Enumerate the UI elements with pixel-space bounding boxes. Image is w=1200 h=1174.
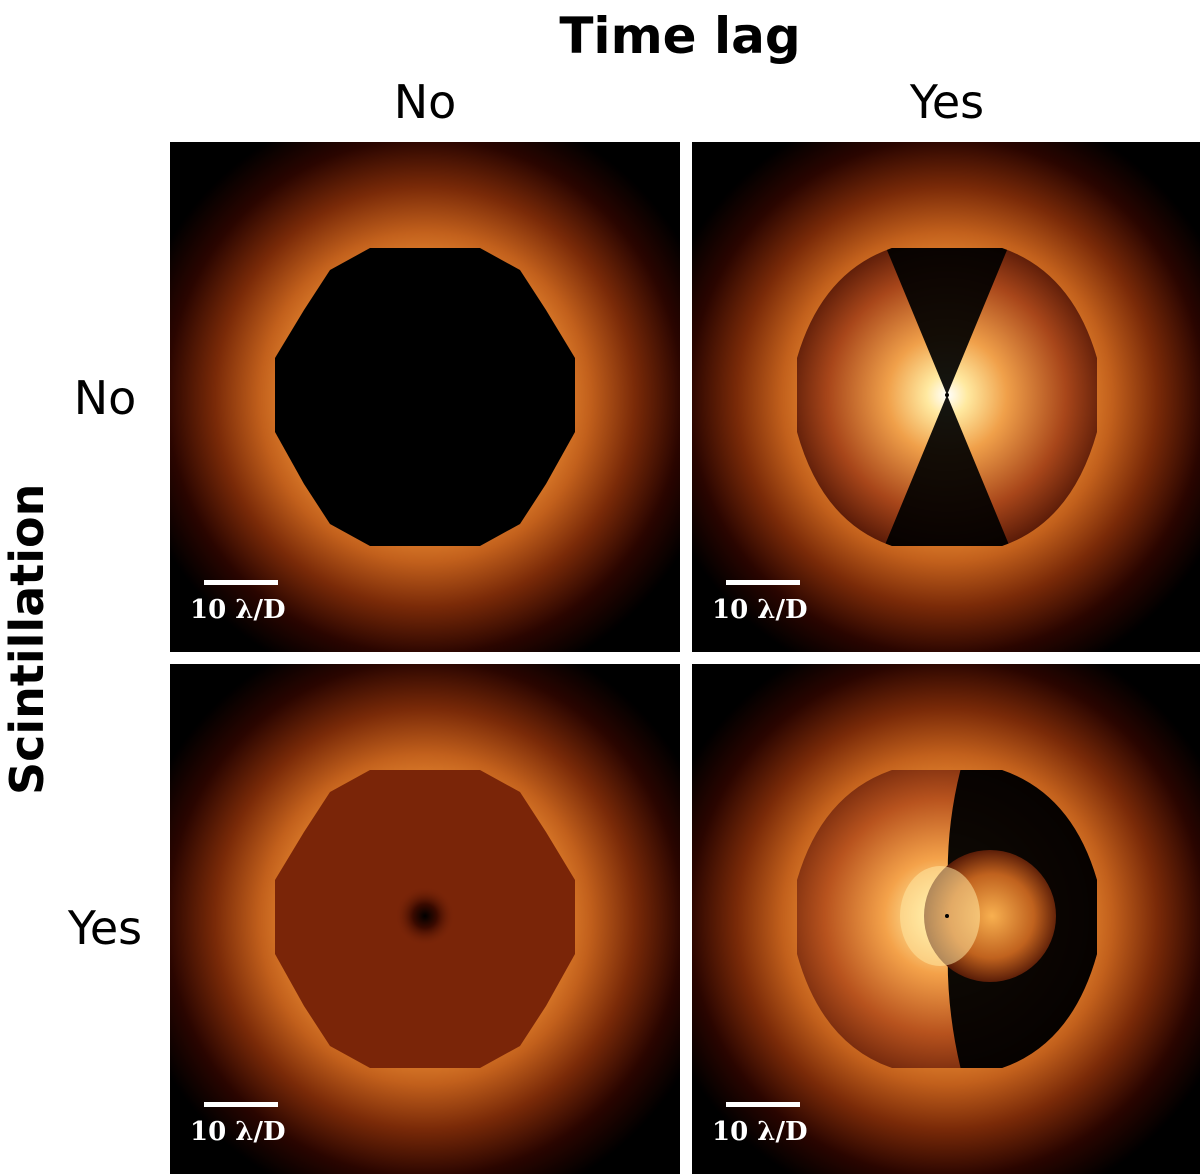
- scale-bar: [726, 1102, 800, 1107]
- psf-panel-lag-no-scint: 10 λ/D: [692, 142, 1200, 652]
- row-label-no: No: [73, 371, 137, 425]
- psf-panel-no-lag-no-scint: 10 λ/D: [170, 142, 680, 652]
- scale-bar-label: 10 λ/D: [712, 595, 808, 625]
- scale-bar: [204, 1102, 278, 1107]
- scale-bar-label: 10 λ/D: [190, 1117, 286, 1147]
- column-label-yes: Yes: [909, 75, 985, 129]
- psf-panel-lag-scint: 10 λ/D: [692, 664, 1200, 1174]
- scale-bar: [726, 580, 800, 585]
- column-axis-title: Time lag: [559, 7, 801, 65]
- scale-bar: [204, 580, 278, 585]
- column-label-no: No: [393, 75, 457, 129]
- row-axis-title: Scintillation: [0, 483, 54, 795]
- scale-bar-label: 10 λ/D: [712, 1117, 808, 1147]
- psf-panel-no-lag-scint: 10 λ/D: [170, 664, 680, 1174]
- scale-bar-label: 10 λ/D: [190, 595, 286, 625]
- row-label-yes: Yes: [67, 901, 143, 955]
- dark-hole: [275, 248, 575, 546]
